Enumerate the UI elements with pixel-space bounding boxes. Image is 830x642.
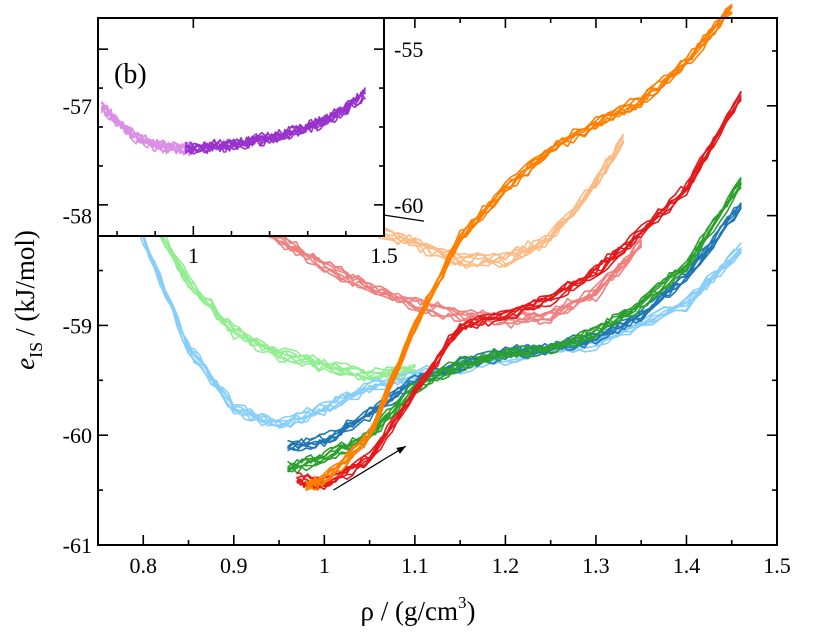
y-tick-label: -57 — [63, 94, 92, 119]
series-line-inset-decompression — [101, 102, 195, 150]
series-line-compression-red — [296, 92, 742, 487]
series-line-compression-blue — [287, 205, 742, 449]
y-tick-label: -59 — [63, 313, 92, 338]
y-axis-title: eIS/ (kJ/mol) — [10, 230, 46, 370]
inset-x-tick-label: 1.5 — [370, 243, 398, 268]
x-tick-label: 1.1 — [401, 553, 429, 578]
inset-x-tick-labels: 1 1.5 — [188, 243, 398, 268]
series-line-compression-green — [287, 176, 742, 468]
x-axis-title: ρ / (g/cm3) — [361, 593, 476, 626]
inset-y-tick-labels: -55 -60 — [394, 37, 423, 218]
series-line-compression-blue — [287, 203, 742, 449]
series-line-compression-orange — [305, 3, 733, 485]
inset-y-tick-label: -55 — [394, 37, 423, 62]
x-tick-label: 1.2 — [492, 553, 520, 578]
series-line-compression-red — [296, 91, 742, 485]
x-tick-label: 1.4 — [673, 553, 701, 578]
inset-panel-label: (b) — [114, 59, 147, 90]
arrow-head-right — [396, 446, 406, 454]
inset-curves — [101, 87, 366, 157]
series-line-compression-green — [287, 183, 742, 473]
inset-x-tick-label: 1 — [188, 243, 199, 268]
series-line-compression-blue — [287, 202, 742, 445]
y-tick-labels: -61 -60 -59 -58 -57 — [63, 94, 92, 558]
inset-frame — [97, 17, 385, 237]
series-line-inset-compression — [184, 87, 366, 150]
series-line-compression-blue — [287, 207, 742, 452]
series-line-compression-orange — [305, 5, 733, 486]
y-tick-label: -58 — [63, 204, 92, 229]
series-line-compression-blue — [287, 206, 742, 449]
x-tick-label: 0.8 — [130, 553, 158, 578]
inset-plot: 1 1.5 -55-60 (b) — [97, 17, 423, 268]
x-tick-label: 1.3 — [582, 553, 610, 578]
arrow-annotation-right — [333, 445, 407, 491]
series-line-compression-blue — [287, 206, 742, 449]
inset-y-tick-label: -60 — [394, 193, 423, 218]
series-line-decompression-blue — [97, 121, 742, 427]
x-tick-label: 1 — [319, 553, 330, 578]
series-line-compression-blue — [287, 207, 742, 452]
series-line-compression-orange — [305, 6, 733, 492]
main-plot-frame — [97, 17, 778, 546]
x-tick-labels: 0.8 0.9 1 1.1 1.2 1.3 1.4 1.5 — [130, 553, 791, 578]
y-tick-label: -61 — [63, 533, 92, 558]
y-tick-label: -60 — [63, 423, 92, 448]
inset-background — [98, 18, 384, 236]
x-tick-label: 0.9 — [220, 553, 248, 578]
series-line-inset-decompression — [101, 101, 195, 149]
x-tick-label: 1.5 — [763, 553, 791, 578]
series-line-compression-green — [287, 178, 742, 467]
